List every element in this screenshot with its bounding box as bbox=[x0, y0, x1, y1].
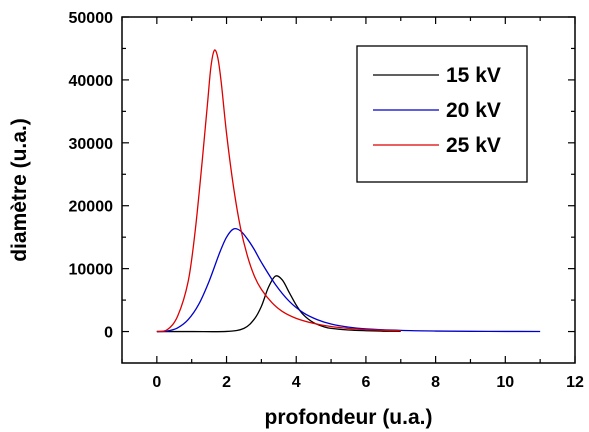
x-tick-label: 4 bbox=[292, 374, 301, 391]
y-tick-label: 40000 bbox=[69, 73, 114, 90]
series-line-3 bbox=[156, 49, 401, 333]
x-tick-label: 12 bbox=[566, 374, 584, 391]
series-layer bbox=[156, 49, 541, 333]
legend-label: 15 kV bbox=[446, 64, 501, 87]
y-tick-label: 30000 bbox=[69, 136, 114, 153]
legend: 15 kV 20 kV 25 kV bbox=[356, 45, 528, 183]
x-tick-label: 2 bbox=[222, 374, 231, 391]
series-line-2 bbox=[156, 227, 541, 333]
plot-border bbox=[121, 16, 576, 364]
x-tick-label: 8 bbox=[431, 374, 440, 391]
y-tick-label: 0 bbox=[104, 325, 113, 342]
x-tick-label: 0 bbox=[152, 374, 161, 391]
x-axis-title: profondeur (u.a.) bbox=[265, 406, 433, 429]
legend-box bbox=[356, 45, 528, 183]
x-tick-label: 6 bbox=[361, 374, 370, 391]
x-axis-ticks: 0 2 4 6 8 10 12 bbox=[121, 17, 584, 391]
y-tick-label: 10000 bbox=[69, 262, 114, 279]
y-axis-title: diamètre (u.a.) bbox=[8, 118, 31, 262]
y-tick-label: 50000 bbox=[69, 10, 114, 27]
y-axis-ticks: 0 10000 20000 30000 40000 50000 bbox=[69, 10, 575, 342]
y-tick-label: 20000 bbox=[69, 199, 114, 216]
plot-frame bbox=[121, 16, 576, 364]
legend-label: 20 kV bbox=[446, 99, 501, 122]
x-tick-label: 10 bbox=[496, 374, 514, 391]
series-line-1 bbox=[156, 275, 401, 333]
legend-label: 25 kV bbox=[446, 134, 501, 157]
